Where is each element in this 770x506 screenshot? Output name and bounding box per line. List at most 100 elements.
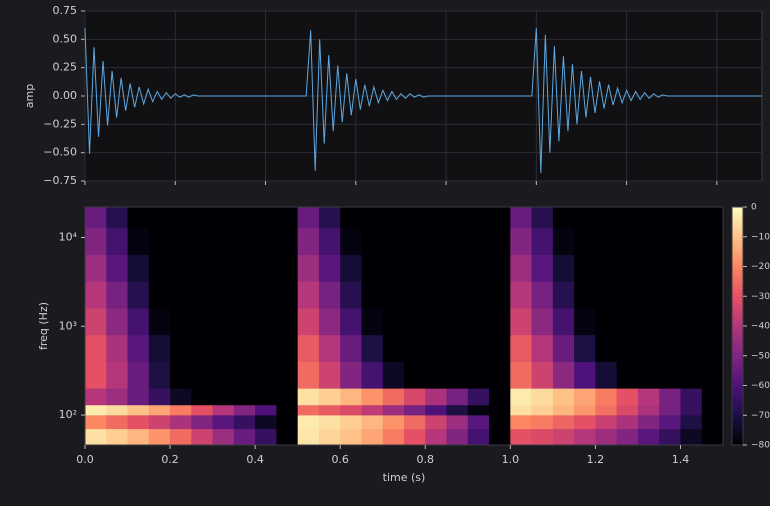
spec-cell	[446, 415, 469, 430]
spec-cell	[616, 415, 639, 430]
colorbar-segment	[732, 381, 743, 386]
spec-cell	[212, 361, 235, 389]
spec-cell	[637, 361, 660, 389]
colorbar-segment	[732, 225, 743, 230]
spec-cell	[659, 388, 681, 406]
spec-cell	[297, 334, 320, 362]
colorbar-segment	[732, 292, 743, 297]
spec-cell	[233, 227, 256, 255]
y-tick-label: 0.25	[53, 61, 78, 74]
spec-cell	[85, 227, 107, 255]
spec-cell	[255, 361, 277, 389]
spec-cell	[574, 227, 596, 255]
spec-cell	[340, 334, 362, 362]
y-axis-label: amp	[23, 84, 36, 108]
spec-cell	[148, 254, 171, 282]
spec-cell	[148, 281, 171, 309]
spec-cell	[680, 281, 703, 309]
colorbar-tick-label: −70	[751, 411, 770, 421]
spec-cell	[467, 308, 490, 336]
y-tick-label: 0.00	[53, 89, 78, 102]
colorbar-segment	[732, 255, 743, 260]
spec-cell	[148, 227, 171, 255]
spec-cell	[276, 404, 298, 416]
spec-cell	[425, 281, 447, 309]
spec-cell	[106, 334, 128, 362]
spec-cell	[701, 254, 724, 282]
spec-cell	[127, 227, 150, 255]
spec-cell	[191, 404, 213, 416]
spec-cell	[531, 428, 554, 446]
spec-cell	[85, 254, 107, 282]
y-tick-label: 0.50	[53, 32, 78, 45]
spec-cell	[297, 388, 320, 406]
spec-cell	[637, 207, 660, 229]
spec-cell	[382, 388, 405, 406]
colorbar-tick-label: −80	[751, 441, 770, 451]
spec-cell	[127, 388, 150, 406]
spec-cell	[680, 334, 703, 362]
spec-cell	[531, 388, 554, 406]
spec-cell	[148, 404, 171, 416]
spec-cell	[616, 428, 639, 446]
spec-cell	[191, 281, 213, 309]
spec-cell	[404, 415, 426, 430]
colorbar-segment	[732, 329, 743, 334]
spec-cell	[276, 361, 298, 389]
spec-cell	[531, 281, 554, 309]
spec-cell	[106, 415, 128, 430]
spec-cell	[85, 334, 107, 362]
spec-cell	[616, 254, 639, 282]
spec-cell	[489, 428, 511, 446]
spec-cell	[446, 207, 469, 229]
colorbar-segment	[732, 247, 743, 253]
spec-cell	[701, 281, 724, 309]
spec-cell	[467, 404, 490, 416]
y-axis-label: freq (Hz)	[37, 302, 50, 350]
spec-cell	[489, 404, 511, 416]
spec-cell	[191, 227, 213, 255]
spec-cell	[170, 404, 192, 416]
spec-cell	[467, 207, 490, 229]
y-tick-label: 0.75	[53, 4, 78, 17]
spec-cell	[212, 334, 235, 362]
spec-cell	[106, 404, 128, 416]
spec-cell	[191, 207, 213, 229]
spec-cell	[552, 281, 575, 309]
spec-cell	[127, 207, 150, 229]
spec-cell	[552, 388, 575, 406]
colorbar-tick-label: −10	[751, 232, 770, 242]
spec-cell	[637, 254, 660, 282]
spec-cell	[212, 207, 235, 229]
spec-cell	[552, 254, 575, 282]
colorbar-segment	[732, 422, 743, 427]
colorbar-segment	[732, 385, 743, 390]
colorbar-segment	[732, 288, 743, 294]
x-tick-label: 0.2	[161, 453, 179, 466]
spec-cell	[574, 308, 596, 336]
spec-cell	[595, 404, 617, 416]
spec-cell	[552, 428, 575, 446]
spec-cell	[170, 388, 192, 406]
x-tick-label: 0.8	[417, 453, 435, 466]
colorbar-segment	[732, 418, 743, 424]
spec-cell	[701, 361, 724, 389]
spec-cell	[574, 361, 596, 389]
colorbar-segment	[732, 270, 743, 275]
spec-cell	[637, 308, 660, 336]
spec-cell	[127, 308, 150, 336]
spec-cell	[255, 404, 277, 416]
spec-cell	[340, 254, 362, 282]
colorbar-segment	[732, 411, 743, 416]
spec-cell	[127, 415, 150, 430]
spec-cell	[148, 415, 171, 430]
spec-cell	[574, 388, 596, 406]
spec-cell	[361, 227, 384, 255]
spec-cell	[446, 334, 469, 362]
spec-cell	[595, 334, 617, 362]
spec-cell	[404, 254, 426, 282]
spec-cell	[127, 281, 150, 309]
spec-cell	[574, 254, 596, 282]
colorbar-segment	[732, 210, 743, 215]
